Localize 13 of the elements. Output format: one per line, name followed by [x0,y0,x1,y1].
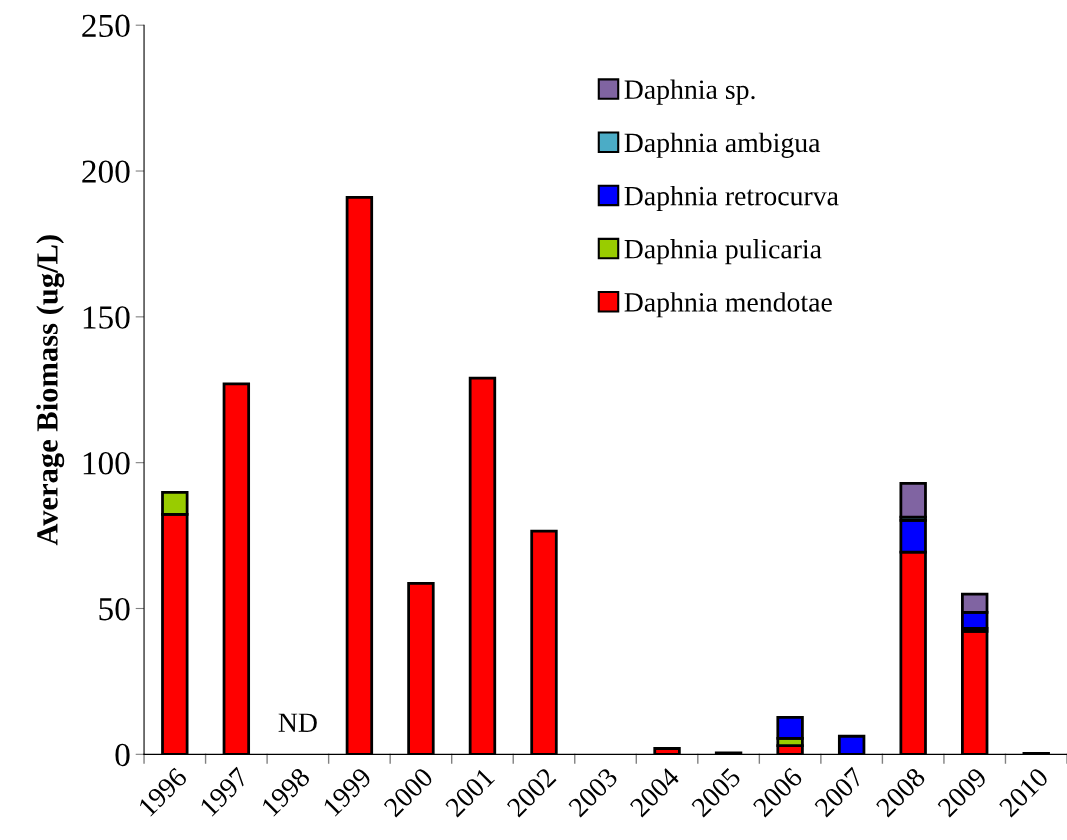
legend-label: Daphnia sp. [624,79,755,105]
legend-label: Daphnia mendotae [624,292,832,318]
y-tick-label: 50 [99,597,130,621]
legend-label: Daphnia ambigua [624,132,821,158]
y-axis-title: Average Biomass (ug/L) [36,235,65,546]
legend-label: Daphnia retrocurva [624,185,839,212]
y-tick-label: 200 [82,160,130,183]
y-tick-label: 0 [115,743,130,767]
y-tick-label: 150 [83,306,130,329]
y-tick-label: 100 [83,452,130,475]
legend-label: Daphnia pulicaria [624,239,822,265]
annotation: ND [278,713,317,732]
y-tick-label: 250 [82,14,130,38]
